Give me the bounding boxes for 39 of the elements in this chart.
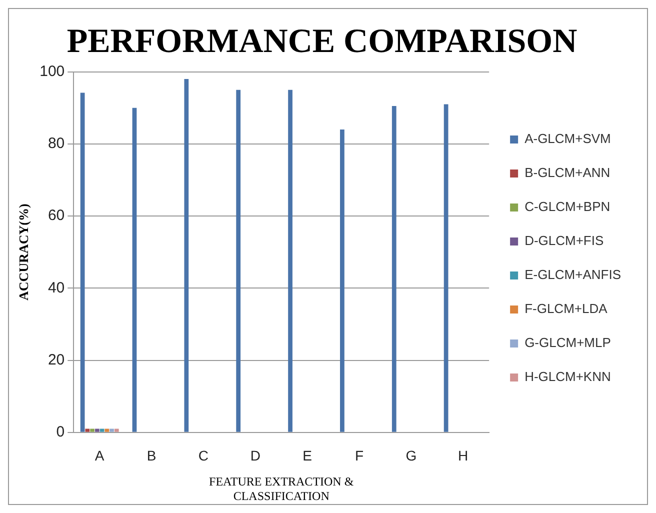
y-tick-label: 40 [48, 279, 65, 296]
bar [392, 106, 396, 432]
bar [184, 79, 189, 432]
bar [104, 428, 110, 432]
x-tick-label: D [250, 448, 260, 464]
bar [132, 108, 137, 432]
bar [340, 129, 344, 432]
legend-label: A-GLCM+SVM [524, 131, 611, 146]
x-axis-title: FEATURE EXTRACTION & CLASSIFICATION [209, 474, 354, 503]
bar [90, 428, 94, 432]
x-tick-label: F [354, 448, 364, 464]
y-tick-label: 80 [48, 135, 65, 152]
x-tick-label: B [146, 448, 156, 464]
legend-label: F-GLCM+LDA [524, 301, 608, 316]
x-tick-label: C [198, 448, 209, 464]
bar [114, 428, 119, 432]
bar [236, 90, 241, 432]
y-axis-title: ACCURACY(%) [16, 204, 32, 300]
legend-label: C-GLCM+BPN [524, 199, 610, 214]
y-tick-label: 60 [48, 207, 65, 224]
y-tick-label: 20 [48, 351, 65, 368]
bar [444, 104, 448, 432]
legend-label: H-GLCM+KNN [524, 369, 611, 384]
bar [85, 428, 90, 432]
x-tick-label: E [302, 448, 312, 464]
x-tick-label: A [94, 448, 105, 464]
legend-label: B-GLCM+ANN [524, 165, 610, 180]
bar [80, 92, 85, 432]
legend-label: D-GLCM+FIS [524, 233, 604, 248]
bar [288, 90, 292, 432]
x-tick-label: H [458, 448, 468, 464]
y-tick-label: 100 [40, 62, 65, 80]
legend-label: G-GLCM+MLP [524, 335, 611, 350]
bar [94, 428, 100, 432]
y-tick-label: 0 [56, 424, 65, 441]
bar [110, 428, 114, 432]
legend-label: E-GLCM+ANFIS [524, 267, 622, 282]
x-tick-label: G [406, 448, 417, 464]
chart-title: PERFORMANCE COMPARISON [66, 23, 578, 60]
